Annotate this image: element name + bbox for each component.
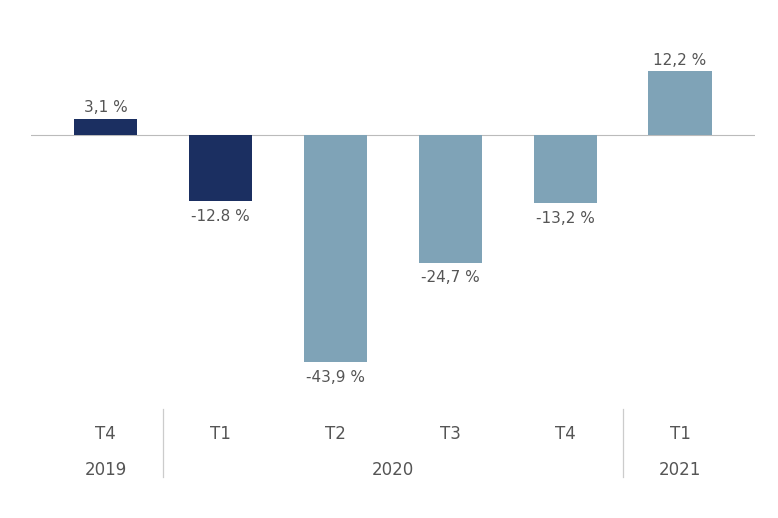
- Text: -12.8 %: -12.8 %: [191, 209, 250, 224]
- Text: T1: T1: [670, 425, 690, 443]
- Text: -13,2 %: -13,2 %: [536, 211, 594, 226]
- Text: T1: T1: [210, 425, 231, 443]
- Text: 2019: 2019: [85, 461, 127, 479]
- Text: 3,1 %: 3,1 %: [84, 100, 128, 115]
- Text: T3: T3: [440, 425, 461, 443]
- Text: T2: T2: [325, 425, 346, 443]
- Bar: [419, 135, 482, 263]
- Text: 2020: 2020: [372, 461, 414, 479]
- Bar: [304, 135, 367, 362]
- Bar: [74, 119, 138, 135]
- Bar: [648, 71, 712, 135]
- Bar: [534, 135, 597, 203]
- Text: 12,2 %: 12,2 %: [654, 53, 706, 68]
- Text: -24,7 %: -24,7 %: [421, 270, 480, 285]
- Bar: [189, 135, 252, 201]
- Text: T4: T4: [555, 425, 576, 443]
- Text: -43,9 %: -43,9 %: [306, 370, 365, 385]
- Text: 2021: 2021: [659, 461, 701, 479]
- Text: T4: T4: [96, 425, 116, 443]
